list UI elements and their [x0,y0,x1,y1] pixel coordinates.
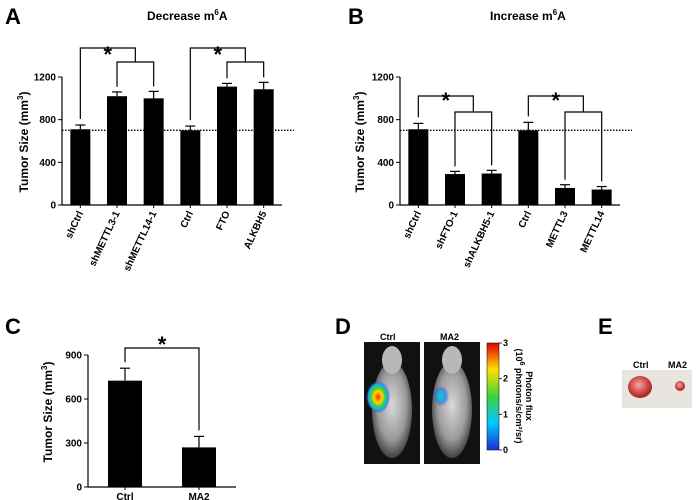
tumor-signal-ctrl [366,381,390,413]
tumor-ma2 [675,381,685,391]
x-tick-label: shALKBH5-1 [462,209,498,269]
panel-a-ylabel: Tumor Size (mm3) [16,92,31,193]
chart-a: 0 400 800 1200 shCtrl shMETTL3-1 shMETTL14-1 Ct… [34,42,294,273]
panel-c-ylabel: Tumor Size (mm3) [40,362,55,463]
x-tick-label: ALKBH5 [242,209,269,251]
x-tick-label: METTL14 [579,209,608,254]
significance-bracket [417,95,474,118]
y-tick-label: 600 [65,395,82,406]
significance-star: * [552,88,561,113]
significance-star: * [214,42,223,67]
x-tick-label: shMETTL14-1 [122,209,160,273]
bar [107,96,127,205]
significance-bracket [124,347,200,431]
panel-b-ylabel: Tumor Size (mm3) [352,92,367,193]
panel-e-photo: Ctrl MA2 [622,360,692,408]
tumor-label-ma2: MA2 [668,360,687,370]
significance-bracket [527,95,584,117]
y-tick-label: 1200 [372,73,395,84]
panel-letter-c: C [5,314,21,339]
significance-bracket-inner [564,111,603,182]
colorbar [486,342,500,451]
x-tick-label: Ctrl [517,209,534,229]
mouse-head-ma2 [442,346,462,374]
tumor-label-ctrl: Ctrl [633,360,649,370]
y-tick-label: 900 [65,351,82,362]
x-tick-label: Ctrl [179,209,196,229]
x-tick-label: shCtrl [402,209,424,240]
significance-bracket [189,47,246,121]
significance-star: * [442,88,451,113]
tumor-signal-ma2 [433,386,449,406]
significance-star: * [158,332,167,357]
bar [143,98,164,205]
x-tick-label: METTL3 [544,209,571,249]
bar [217,86,237,205]
colorbar-tick-label: 3 [503,338,508,348]
y-tick-label: 0 [388,201,394,212]
colorbar-tick-label: 2 [503,374,508,384]
significance-star: * [104,42,113,67]
bar [591,189,612,205]
bar [182,447,216,487]
significance-bracket-inner [454,111,493,167]
bar [108,380,142,487]
x-tick-label: MA2 [188,492,210,500]
significance-bracket-inner [116,61,155,87]
x-tick-label: FTO [214,209,232,232]
panel-letter-b: B [348,4,364,29]
bar [555,187,575,205]
bar [180,130,201,205]
panel-letter-a: A [5,4,21,29]
panel-b-title: Increase m6A [490,8,566,23]
colorbar-ticks: 3 2 1 0 [499,338,508,455]
tumor-ctrl [628,376,652,398]
bar [518,130,539,205]
bar [408,129,429,205]
mouse-body-ma2 [432,362,472,458]
panel-a-title: Decrease m6A [147,8,228,23]
bar [445,174,465,205]
panel-d-imaging: Ctrl MA2 3 2 1 0 Photon flux (106 photons/s… [364,332,534,464]
y-tick-label: 300 [65,439,82,450]
y-tick-label: 1200 [34,73,57,84]
imaging-label-ctrl: Ctrl [380,332,396,342]
chart-c: 0 300 600 900 Ctrl MA2 * [65,332,236,500]
colorbar-tick-label: 0 [503,445,508,455]
panel-letter-d: D [335,314,351,339]
bar [253,89,274,205]
panel-letter-e: E [598,314,613,339]
y-tick-label: 0 [76,483,82,494]
colorbar-tick-label: 1 [503,409,508,419]
chart-b: 0 400 800 1200 shCtrl shFTO-1 shALKBH5-1 Ctrl ME… [372,73,632,270]
imaging-label-ma2: MA2 [440,332,459,342]
colorbar-title: Photon flux [524,371,534,421]
mouse-head-ctrl [382,346,402,374]
y-tick-label: 400 [39,158,56,169]
x-tick-label: Ctrl [116,492,133,500]
bar [70,129,91,205]
y-tick-label: 800 [39,115,56,126]
x-tick-label: shMETTL3-1 [88,209,123,268]
significance-bracket [79,47,136,119]
bar [481,173,502,205]
colorbar-units: (106 photons/s/cm²/sr) [514,349,525,444]
y-tick-label: 0 [50,201,56,212]
y-tick-label: 800 [377,115,394,126]
y-tick-label: 400 [377,158,394,169]
x-tick-label: shFTO-1 [434,209,461,251]
x-tick-label: shCtrl [64,209,86,240]
significance-bracket-inner [226,61,265,79]
